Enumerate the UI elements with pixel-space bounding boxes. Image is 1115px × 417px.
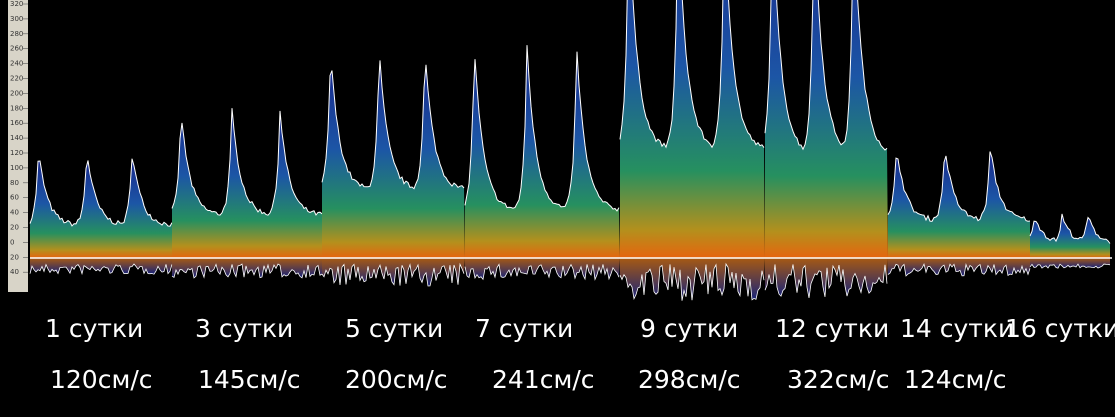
speed-label: 322см/с (787, 365, 890, 394)
scale-tick-label: 300 (10, 15, 23, 23)
scale-tick-label: 280 (10, 30, 23, 38)
scale-tick-label: 140 (10, 134, 23, 142)
scale-tick-label: 200 (10, 89, 23, 97)
reverse-spectrum (765, 258, 888, 298)
reverse-spectrum (888, 258, 1030, 276)
scale-tick-label: 80 (10, 179, 19, 187)
scale: 3203002802602402202001801601401201008060… (10, 0, 28, 276)
scale-tick-label: 320 (10, 0, 23, 8)
day-label: 9 сутки (640, 314, 738, 343)
reverse-spectrum (30, 258, 172, 275)
scale-tick-label: 240 (10, 60, 23, 68)
spectrum (765, 0, 888, 258)
speed-label: 241см/с (492, 365, 595, 394)
envelope (764, 0, 888, 151)
reverse-envelope (171, 263, 323, 279)
speed-label: 298см/с (638, 365, 741, 394)
day-label: 1 сутки (45, 314, 143, 343)
reverse-spectrum (1030, 258, 1110, 269)
speed-label: 124см/с (904, 365, 1007, 394)
scale-tick-label: 40 (10, 209, 19, 217)
scale-tick-label: 60 (10, 194, 19, 202)
speed-label: 200см/с (345, 365, 448, 394)
reverse-envelope (887, 263, 1031, 277)
envelope (29, 158, 173, 227)
scale-tick-label: 160 (10, 119, 23, 127)
day-label: 12 сутки (775, 314, 889, 343)
spectrum (1030, 213, 1110, 258)
spectrogram (29, 0, 1111, 301)
day-label: 5 сутки (345, 314, 443, 343)
envelope (464, 45, 620, 212)
reverse-spectrum (322, 258, 465, 286)
spectrum (888, 151, 1030, 258)
day-label: 14 сутки (900, 314, 1014, 343)
speed-label: 145см/с (198, 365, 301, 394)
spectrum (322, 60, 465, 259)
scale-tick-label: 260 (10, 45, 23, 53)
reverse-envelope (464, 263, 620, 281)
envelope (171, 108, 323, 216)
scale-strip (8, 0, 28, 292)
spectrum (620, 0, 765, 258)
scale-tick-label: 20 (10, 224, 19, 232)
scale-tick-label: 20 (10, 253, 19, 261)
day-label: 16 сутки (1005, 314, 1115, 343)
reverse-envelope (1029, 263, 1111, 269)
scale-tick-label: 40 (10, 268, 19, 276)
scale-tick-label: 100 (10, 164, 23, 172)
reverse-envelope (321, 262, 465, 287)
envelope (321, 60, 465, 190)
reverse-spectrum (620, 258, 765, 301)
scale-tick-label: 180 (10, 104, 23, 112)
scale-tick-label: 0 (10, 238, 14, 246)
scale-tick-label: 120 (10, 149, 23, 157)
envelope (619, 0, 765, 149)
labels: 1 сутки 120см/с 3 сутки 145см/с 5 сутки 200см… (45, 314, 1115, 394)
spectrum (465, 45, 620, 258)
envelope (1029, 213, 1111, 244)
reverse-envelope (29, 263, 173, 276)
reverse-spectrum (465, 258, 620, 280)
spectrum (172, 108, 322, 258)
speed-label: 120см/с (50, 365, 153, 394)
reverse-envelope (619, 262, 765, 301)
day-label: 7 сутки (475, 314, 573, 343)
day-label: 3 сутки (195, 314, 293, 343)
envelope (887, 151, 1031, 222)
spectrum (30, 158, 172, 258)
reverse-spectrum (172, 258, 322, 278)
reverse-envelope (764, 264, 888, 298)
scale-tick-label: 220 (10, 75, 23, 83)
